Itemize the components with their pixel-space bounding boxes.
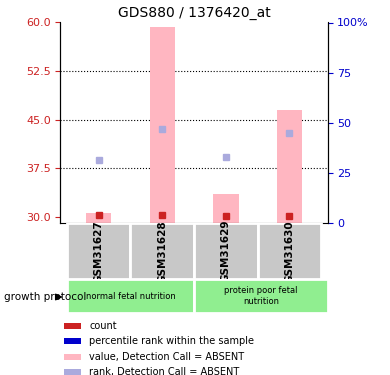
- Text: growth protocol: growth protocol: [4, 292, 86, 302]
- FancyBboxPatch shape: [258, 223, 321, 279]
- Title: GDS880 / 1376420_at: GDS880 / 1376420_at: [118, 6, 270, 20]
- Bar: [149, 27, 175, 223]
- Bar: [64, 338, 81, 344]
- FancyBboxPatch shape: [194, 223, 258, 279]
- Text: GSM31629: GSM31629: [221, 220, 231, 282]
- FancyBboxPatch shape: [194, 279, 328, 313]
- FancyBboxPatch shape: [67, 279, 194, 313]
- Bar: [86, 213, 111, 223]
- Text: GSM31630: GSM31630: [284, 220, 294, 283]
- Bar: [213, 194, 239, 223]
- Text: count: count: [89, 321, 117, 331]
- Bar: [64, 354, 81, 360]
- FancyBboxPatch shape: [130, 223, 194, 279]
- Text: protein poor fetal
nutrition: protein poor fetal nutrition: [224, 286, 298, 306]
- Bar: [277, 110, 302, 223]
- Bar: [64, 323, 81, 329]
- Text: normal fetal nutrition: normal fetal nutrition: [85, 292, 175, 301]
- Text: value, Detection Call = ABSENT: value, Detection Call = ABSENT: [89, 352, 245, 362]
- Bar: [64, 369, 81, 375]
- FancyBboxPatch shape: [67, 223, 130, 279]
- Text: GSM31627: GSM31627: [94, 220, 104, 283]
- Text: rank, Detection Call = ABSENT: rank, Detection Call = ABSENT: [89, 367, 239, 375]
- Text: GSM31628: GSM31628: [157, 220, 167, 283]
- Text: percentile rank within the sample: percentile rank within the sample: [89, 336, 254, 346]
